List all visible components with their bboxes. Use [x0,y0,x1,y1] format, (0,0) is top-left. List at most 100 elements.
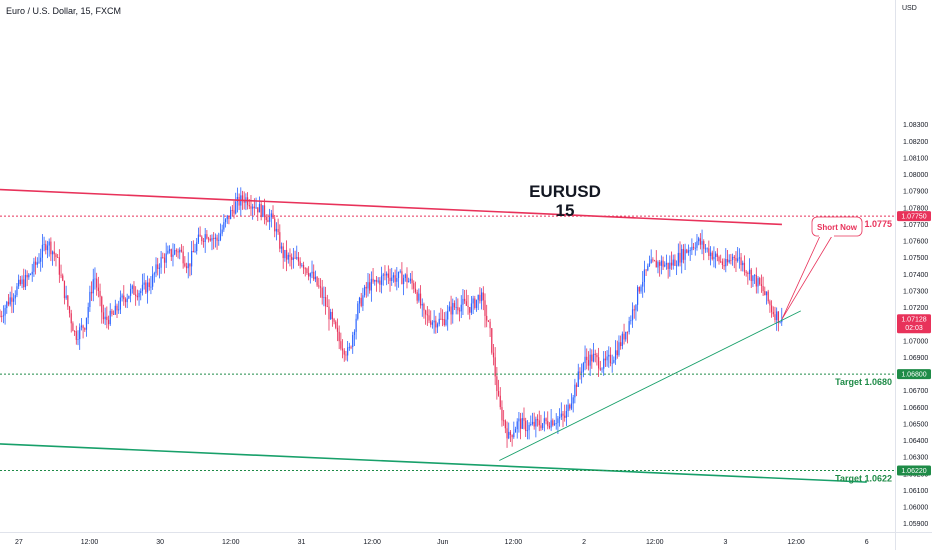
candle-body [316,276,318,286]
candle-body [421,303,423,306]
candle-body [706,248,708,250]
candle-body [425,310,427,315]
candle-body [475,299,478,308]
candle-body [179,249,181,253]
candle-body [338,331,340,342]
candle-body [253,206,255,208]
candle-body [464,298,466,302]
candle-body [131,285,133,289]
candle-body [43,244,45,245]
y-tick-label: 1.08000 [903,172,928,179]
candle-body [357,303,359,319]
candle-body [292,257,294,260]
candle-body [428,315,430,321]
candle-body [664,264,666,267]
candle-body [772,311,774,315]
x-tick-label: 12:00 [646,539,664,546]
candle-body [168,249,171,251]
candle-body [694,247,696,249]
candle-body [491,328,493,353]
candle-body [604,358,606,361]
candle-body [445,319,447,326]
y-tick-label: 1.06300 [903,455,928,462]
candle-body [90,291,93,294]
candle-body [514,429,517,433]
candle-body [438,318,440,325]
candle-body [526,430,528,432]
candle-body [525,420,527,432]
candle-body [204,234,206,242]
candle-body [109,310,111,325]
candle-body [426,314,428,316]
short-now-callout [811,216,863,237]
candle-body [567,404,569,412]
candle-body [564,415,566,418]
candle-body [669,262,671,269]
candle-body [187,263,189,269]
candle-body [340,341,342,349]
candle-body [535,418,537,427]
candle-body [53,251,55,255]
candle-body [406,274,408,283]
candle-body [369,282,371,291]
candle-body [435,320,437,328]
candle-body [628,321,630,332]
candle-body [7,301,10,305]
candle-body [87,307,89,318]
candle-body [511,435,513,438]
level-price-tag-text: 1.07750 [901,214,926,221]
candle-body [608,354,610,357]
candle-body [652,259,654,261]
candle-body [609,354,612,364]
candle-body [196,242,198,252]
y-tick-label: 1.08100 [903,155,928,162]
candle-body [448,306,450,311]
candle-body [143,282,145,285]
candle-body [277,228,279,233]
level-label: Target 1.0622 [835,473,892,483]
candle-body [46,245,49,251]
candle-body [440,318,442,320]
candle-body [738,257,740,259]
candle-body [218,239,220,241]
candle-body [123,295,125,300]
candle-body [345,354,347,356]
candle-body [250,206,252,209]
candle-body [747,272,749,275]
candle-body [682,248,685,260]
candle-body [481,292,483,302]
candle-body [24,275,27,288]
candle-body [270,213,272,218]
candle-body [2,315,4,317]
candle-body [696,241,698,248]
candle-body [301,264,303,266]
candle-body [462,298,464,305]
candle-body [141,284,144,292]
candle-body [185,266,188,269]
candle-body [418,293,420,301]
candle-body [408,280,410,283]
candle-body [77,339,79,340]
candle-body [721,261,724,265]
y-tick-label: 1.06100 [903,488,928,495]
candle-body [487,320,489,322]
candle-body [419,293,422,306]
candle-body [533,421,535,427]
x-tick-label: 3 [723,539,727,546]
short-now-label: Short Now [817,223,858,232]
candle-body [667,262,669,269]
candle-body [370,278,372,291]
candle-body [460,304,462,312]
x-tick-label: 31 [298,539,306,546]
candle-body [172,254,174,257]
x-tick-label: 27 [15,539,23,546]
candle-body [728,260,730,263]
candle-body [157,264,159,269]
candle-body [197,234,200,243]
candle-body [557,418,559,424]
candle-body [82,325,84,329]
candle-body [255,207,257,209]
candle-body [616,350,618,356]
